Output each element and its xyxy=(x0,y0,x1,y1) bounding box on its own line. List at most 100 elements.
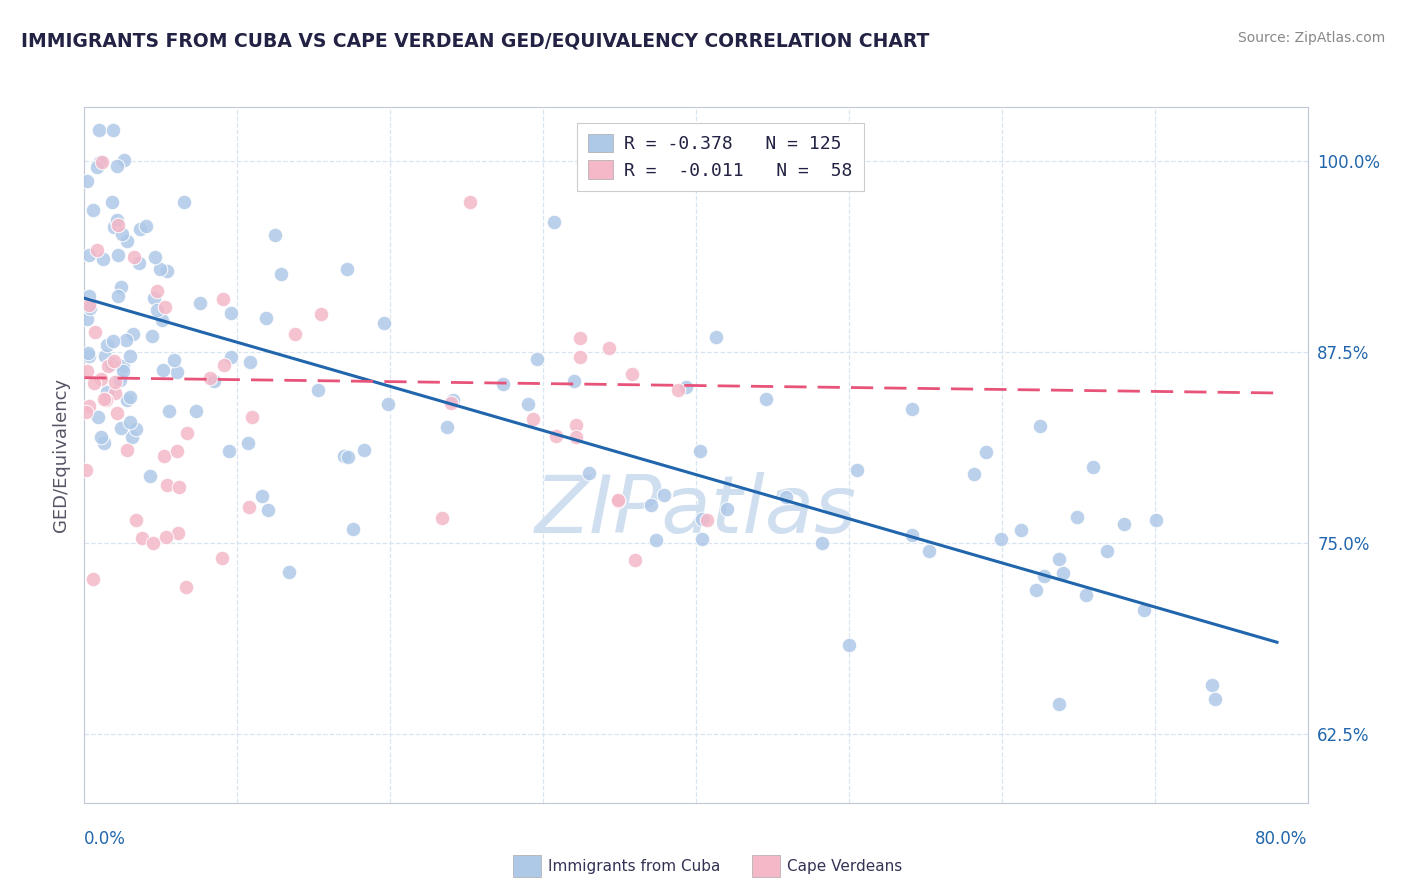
Point xyxy=(156,478,179,492)
Point xyxy=(1074,588,1097,602)
Point xyxy=(124,250,146,264)
Point xyxy=(430,511,453,525)
Point xyxy=(963,467,986,481)
Point xyxy=(250,489,273,503)
Point xyxy=(373,316,395,330)
Point xyxy=(101,195,124,210)
Point xyxy=(94,392,117,407)
Point xyxy=(436,420,458,434)
Point xyxy=(117,442,139,457)
Point xyxy=(104,386,127,401)
Point xyxy=(93,435,115,450)
Point xyxy=(155,530,177,544)
Point xyxy=(149,261,172,276)
Text: Immigrants from Cuba: Immigrants from Cuba xyxy=(548,859,721,873)
Point xyxy=(284,326,307,341)
Point xyxy=(110,420,132,434)
Point xyxy=(278,565,301,579)
Point xyxy=(101,123,124,137)
Point xyxy=(79,298,101,312)
Point xyxy=(103,220,125,235)
Text: 80.0%: 80.0% xyxy=(1256,830,1308,847)
Text: Cape Verdeans: Cape Verdeans xyxy=(787,859,903,873)
Point xyxy=(606,493,628,508)
Point xyxy=(184,403,207,417)
Point xyxy=(105,407,128,421)
Point xyxy=(221,350,243,364)
Point xyxy=(103,354,125,368)
Point xyxy=(166,444,188,458)
Point xyxy=(1047,697,1070,711)
Point xyxy=(79,301,101,316)
Point xyxy=(1032,569,1054,583)
Point xyxy=(77,248,100,262)
Point xyxy=(129,222,152,236)
Point xyxy=(105,213,128,227)
Point xyxy=(543,214,565,228)
Point xyxy=(606,492,628,507)
Point xyxy=(96,338,118,352)
Point xyxy=(1112,517,1135,532)
Point xyxy=(256,502,278,516)
Point xyxy=(87,123,110,137)
Point xyxy=(918,544,941,558)
Point xyxy=(100,357,122,371)
Point xyxy=(263,227,285,242)
Point xyxy=(1025,582,1047,597)
Point xyxy=(692,512,714,526)
Point xyxy=(716,502,738,516)
Point xyxy=(974,445,997,459)
Point xyxy=(152,362,174,376)
Point xyxy=(546,429,568,443)
Point xyxy=(846,463,869,477)
Point xyxy=(77,399,100,413)
Y-axis label: GED/Equivalency: GED/Equivalency xyxy=(52,378,70,532)
Point xyxy=(107,218,129,232)
Point xyxy=(377,397,399,411)
Point xyxy=(166,365,188,379)
Point xyxy=(167,480,190,494)
Point xyxy=(118,415,141,429)
Point xyxy=(1144,513,1167,527)
Point xyxy=(86,160,108,174)
Point xyxy=(654,488,676,502)
Point xyxy=(198,370,221,384)
Point xyxy=(689,444,711,458)
Point xyxy=(90,430,112,444)
Point xyxy=(239,355,262,369)
Point xyxy=(94,349,117,363)
Point xyxy=(75,405,97,419)
Point xyxy=(522,412,544,426)
Point xyxy=(565,430,588,444)
Point xyxy=(118,349,141,363)
Point xyxy=(353,442,375,457)
Point xyxy=(150,313,173,327)
Point xyxy=(143,250,166,264)
Point xyxy=(145,285,167,299)
Point xyxy=(1083,460,1105,475)
Point xyxy=(578,467,600,481)
Point xyxy=(139,468,162,483)
Point xyxy=(240,409,263,424)
Point xyxy=(84,325,107,339)
Point xyxy=(166,525,188,540)
Point xyxy=(110,280,132,294)
Point xyxy=(1028,419,1050,434)
Point xyxy=(89,155,111,169)
Point xyxy=(755,392,778,406)
Point xyxy=(105,159,128,173)
Point xyxy=(1204,692,1226,706)
Point xyxy=(163,353,186,368)
Point xyxy=(307,383,329,397)
Point xyxy=(128,256,150,270)
Point xyxy=(76,346,98,360)
Point xyxy=(621,367,644,381)
Point xyxy=(157,403,180,417)
Point xyxy=(309,308,332,322)
Point xyxy=(77,349,100,363)
Point xyxy=(107,248,129,262)
Point xyxy=(118,390,141,404)
Point xyxy=(568,350,591,364)
Point xyxy=(775,491,797,505)
Point xyxy=(141,329,163,343)
